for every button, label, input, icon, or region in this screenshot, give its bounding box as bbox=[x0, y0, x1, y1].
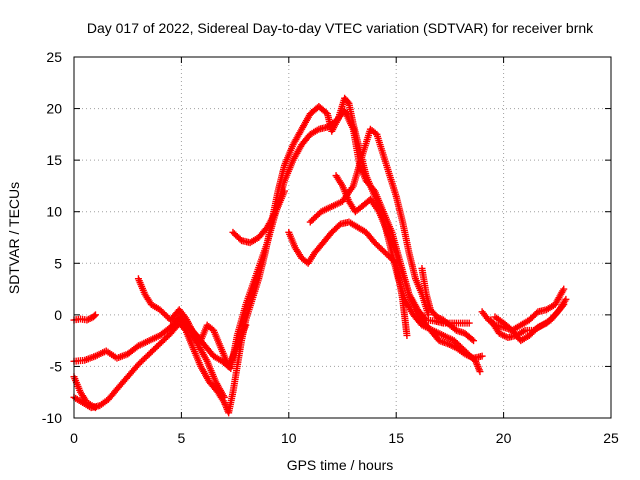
y-tick-label: -10 bbox=[42, 410, 62, 426]
data-point bbox=[436, 314, 444, 322]
data-point bbox=[91, 311, 99, 319]
data-point bbox=[476, 368, 484, 376]
chart-title: Day 017 of 2022, Sidereal Day-to-day VTE… bbox=[87, 20, 594, 36]
x-tick-label: 5 bbox=[178, 430, 186, 446]
tick-labels: 0 5 10 15 20 25 -10 -5 0 5 10 15 20 25 bbox=[42, 49, 619, 446]
data-point bbox=[560, 301, 568, 309]
series-track-a bbox=[70, 94, 484, 417]
series-track-d bbox=[70, 373, 99, 412]
data-point bbox=[465, 319, 473, 327]
plot-frame bbox=[73, 56, 612, 419]
data-points bbox=[70, 94, 570, 417]
x-tick-label: 10 bbox=[281, 430, 297, 446]
y-axis-label: SDTVAR / TECUs bbox=[6, 182, 22, 294]
y-tick-label: 0 bbox=[54, 307, 62, 323]
data-point bbox=[468, 335, 476, 343]
y-tick-label: 10 bbox=[46, 204, 62, 220]
data-point bbox=[344, 98, 352, 106]
data-point bbox=[242, 321, 250, 329]
data-point bbox=[478, 352, 486, 360]
data-point bbox=[403, 331, 411, 339]
data-point bbox=[220, 393, 228, 401]
x-tick-label: 20 bbox=[496, 430, 512, 446]
y-tick-label: 25 bbox=[46, 49, 62, 65]
x-axis-label: GPS time / hours bbox=[287, 457, 394, 473]
series-track-n bbox=[491, 301, 568, 345]
series-track-k bbox=[418, 264, 478, 345]
data-point bbox=[90, 312, 98, 320]
data-point bbox=[91, 404, 99, 412]
y-tick-label: 20 bbox=[46, 101, 62, 117]
series-track-e bbox=[134, 275, 250, 370]
data-point bbox=[559, 302, 567, 310]
series-track-c bbox=[70, 311, 99, 324]
data-point bbox=[83, 316, 91, 324]
series-track-g bbox=[229, 187, 289, 247]
data-point bbox=[470, 337, 478, 345]
series-track-b bbox=[70, 107, 473, 372]
data-point bbox=[562, 295, 570, 303]
series-track-f bbox=[177, 316, 228, 401]
data-point bbox=[86, 314, 94, 322]
y-tick-label: -5 bbox=[50, 358, 63, 374]
series-track-h bbox=[285, 218, 411, 339]
data-point bbox=[281, 187, 289, 195]
data-point bbox=[433, 313, 441, 321]
data-point bbox=[84, 315, 92, 323]
x-tick-label: 15 bbox=[388, 430, 404, 446]
data-point bbox=[424, 311, 432, 319]
y-tick-label: 5 bbox=[54, 255, 62, 271]
x-tick-label: 25 bbox=[603, 430, 619, 446]
data-point bbox=[560, 285, 568, 293]
series-track-i bbox=[306, 125, 432, 319]
series-track-j bbox=[332, 172, 486, 362]
x-tick-label: 0 bbox=[70, 430, 78, 446]
y-tick-label: 15 bbox=[46, 152, 62, 168]
data-point bbox=[435, 314, 443, 322]
